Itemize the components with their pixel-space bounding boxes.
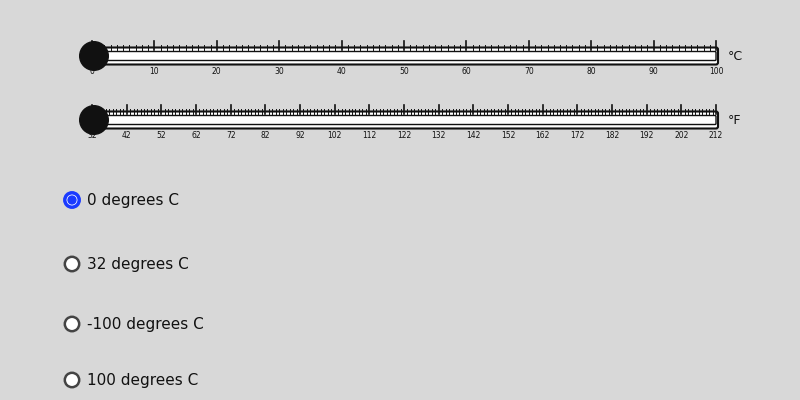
Text: 0 degrees C: 0 degrees C	[87, 192, 179, 208]
Text: 92: 92	[295, 130, 305, 140]
Text: 132: 132	[431, 130, 446, 140]
Text: 42: 42	[122, 130, 131, 140]
Text: 100 degrees C: 100 degrees C	[87, 372, 198, 388]
Circle shape	[68, 196, 76, 204]
Text: 60: 60	[462, 66, 471, 76]
Circle shape	[65, 193, 79, 207]
Text: 202: 202	[674, 130, 689, 140]
Text: 50: 50	[399, 66, 409, 76]
FancyBboxPatch shape	[90, 112, 718, 128]
Text: 52: 52	[157, 130, 166, 140]
Text: 40: 40	[337, 66, 346, 76]
Text: 182: 182	[605, 130, 619, 140]
Text: 32 degrees C: 32 degrees C	[87, 256, 189, 272]
Text: 82: 82	[261, 130, 270, 140]
Text: -100 degrees C: -100 degrees C	[87, 316, 204, 332]
FancyBboxPatch shape	[93, 116, 716, 124]
Text: 172: 172	[570, 130, 585, 140]
Text: 142: 142	[466, 130, 481, 140]
Text: 192: 192	[639, 130, 654, 140]
Text: 0: 0	[90, 66, 94, 76]
Text: 30: 30	[274, 66, 284, 76]
Text: 122: 122	[397, 130, 411, 140]
Text: 20: 20	[212, 66, 222, 76]
Text: 10: 10	[150, 66, 159, 76]
Text: 162: 162	[535, 130, 550, 140]
Text: 152: 152	[501, 130, 515, 140]
Text: 112: 112	[362, 130, 377, 140]
Text: 32: 32	[87, 130, 97, 140]
Circle shape	[65, 373, 79, 387]
Circle shape	[65, 317, 79, 331]
Text: 102: 102	[327, 130, 342, 140]
Text: 212: 212	[709, 130, 723, 140]
Text: 100: 100	[709, 66, 723, 76]
Circle shape	[80, 106, 108, 134]
Text: °F: °F	[728, 114, 742, 126]
FancyBboxPatch shape	[93, 52, 716, 60]
Text: 80: 80	[586, 66, 596, 76]
FancyBboxPatch shape	[90, 48, 718, 64]
Circle shape	[65, 257, 79, 271]
Text: 70: 70	[524, 66, 534, 76]
Text: °C: °C	[728, 50, 743, 62]
Text: 90: 90	[649, 66, 658, 76]
Text: 62: 62	[191, 130, 201, 140]
Text: 72: 72	[226, 130, 235, 140]
Circle shape	[80, 42, 108, 70]
